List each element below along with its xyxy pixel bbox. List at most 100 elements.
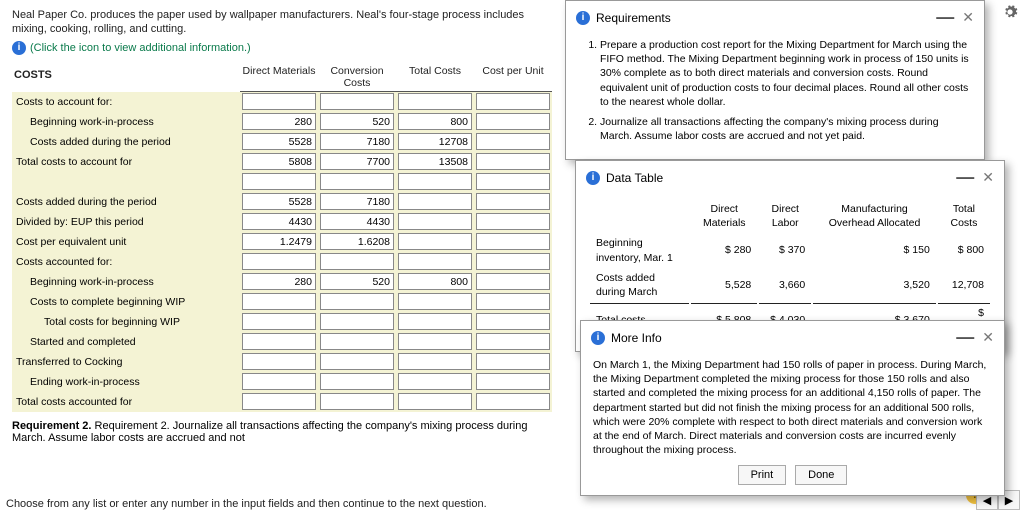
- cost-input[interactable]: [242, 133, 316, 150]
- cost-input[interactable]: [476, 153, 550, 170]
- row-label: Costs to complete beginning WIP: [12, 296, 240, 308]
- cost-input[interactable]: [398, 193, 472, 210]
- table-row: [12, 172, 552, 192]
- minimize-icon[interactable]: —: [936, 7, 954, 28]
- cost-input[interactable]: [242, 393, 316, 410]
- cost-input[interactable]: [398, 113, 472, 130]
- cost-input[interactable]: [398, 133, 472, 150]
- table-row: Total costs to account for: [12, 152, 552, 172]
- cost-input[interactable]: [320, 213, 394, 230]
- more-info-popup: i More Info — ✕ On March 1, the Mixing D…: [580, 320, 1005, 496]
- cost-input[interactable]: [320, 353, 394, 370]
- cost-input[interactable]: [476, 313, 550, 330]
- cost-input[interactable]: [242, 373, 316, 390]
- cost-input[interactable]: [242, 313, 316, 330]
- row-label: Costs added during the period: [12, 196, 240, 208]
- cost-input[interactable]: [476, 213, 550, 230]
- cost-input[interactable]: [320, 153, 394, 170]
- cost-input[interactable]: [320, 133, 394, 150]
- col-head: Conversion Costs: [318, 63, 396, 92]
- cost-input[interactable]: [242, 273, 316, 290]
- cost-input[interactable]: [476, 233, 550, 250]
- cost-input[interactable]: [320, 273, 394, 290]
- cost-input[interactable]: [242, 93, 316, 110]
- cost-input[interactable]: [476, 253, 550, 270]
- cost-input[interactable]: [398, 233, 472, 250]
- popup-title: More Info: [611, 331, 662, 345]
- cost-input[interactable]: [398, 333, 472, 350]
- row-label: Total costs accounted for: [12, 396, 240, 408]
- cost-input[interactable]: [242, 333, 316, 350]
- table-row: Costs to account for:: [12, 92, 552, 112]
- cost-input[interactable]: [476, 173, 550, 190]
- col-head: Cost per Unit: [474, 63, 552, 92]
- cost-input[interactable]: [320, 293, 394, 310]
- done-button[interactable]: Done: [795, 465, 847, 485]
- cost-input[interactable]: [242, 193, 316, 210]
- cost-input[interactable]: [242, 233, 316, 250]
- cost-input[interactable]: [476, 273, 550, 290]
- row-label: Total costs for beginning WIP: [12, 316, 240, 328]
- cost-input[interactable]: [476, 113, 550, 130]
- cost-input[interactable]: [320, 113, 394, 130]
- requirement-2: Requirement 2. Requirement 2. Journalize…: [12, 420, 553, 444]
- cost-input[interactable]: [320, 393, 394, 410]
- row-label: Total costs to account for: [12, 156, 240, 168]
- cost-input[interactable]: [476, 333, 550, 350]
- cost-input[interactable]: [242, 153, 316, 170]
- cost-input[interactable]: [320, 333, 394, 350]
- cost-input[interactable]: [398, 213, 472, 230]
- cost-input[interactable]: [242, 353, 316, 370]
- cost-input[interactable]: [398, 373, 472, 390]
- table-row: Divided by: EUP this period: [12, 212, 552, 232]
- cost-input[interactable]: [242, 253, 316, 270]
- cost-input[interactable]: [242, 173, 316, 190]
- table-row: Costs added during the period: [12, 132, 552, 152]
- cost-input[interactable]: [320, 233, 394, 250]
- cost-input[interactable]: [398, 353, 472, 370]
- cost-input[interactable]: [320, 253, 394, 270]
- minimize-icon[interactable]: —: [956, 167, 974, 188]
- row-label: Costs accounted for:: [12, 256, 240, 268]
- cost-input[interactable]: [398, 293, 472, 310]
- cost-input[interactable]: [398, 313, 472, 330]
- cost-input[interactable]: [320, 313, 394, 330]
- req-item: Journalize all transactions affecting th…: [600, 115, 972, 143]
- requirements-popup: i Requirements — ✕ Prepare a production …: [565, 0, 985, 160]
- cost-input[interactable]: [398, 93, 472, 110]
- cost-input[interactable]: [320, 373, 394, 390]
- row-label: Started and completed: [12, 336, 240, 348]
- cost-input[interactable]: [398, 273, 472, 290]
- cost-input[interactable]: [242, 293, 316, 310]
- cost-input[interactable]: [476, 373, 550, 390]
- close-icon[interactable]: ✕: [982, 329, 994, 346]
- minimize-icon[interactable]: —: [956, 327, 974, 348]
- main-content: Neal Paper Co. produces the paper used b…: [0, 0, 565, 516]
- table-row: Costs to complete beginning WIP: [12, 292, 552, 312]
- cost-input[interactable]: [476, 133, 550, 150]
- table-row: Beginning work-in-process: [12, 112, 552, 132]
- print-button[interactable]: Print: [738, 465, 787, 485]
- costs-title: COSTS: [12, 63, 240, 92]
- cost-input[interactable]: [476, 193, 550, 210]
- cost-input[interactable]: [398, 393, 472, 410]
- costs-table: COSTS Direct Materials Conversion Costs …: [12, 63, 552, 412]
- cost-input[interactable]: [476, 293, 550, 310]
- cost-input[interactable]: [320, 173, 394, 190]
- cost-input[interactable]: [476, 353, 550, 370]
- close-icon[interactable]: ✕: [982, 169, 994, 186]
- cost-input[interactable]: [398, 173, 472, 190]
- info-link[interactable]: i (Click the icon to view additional inf…: [12, 41, 251, 55]
- cost-input[interactable]: [476, 393, 550, 410]
- cost-input[interactable]: [242, 113, 316, 130]
- cost-input[interactable]: [242, 213, 316, 230]
- close-icon[interactable]: ✕: [962, 9, 974, 26]
- table-row: Total costs accounted for: [12, 392, 552, 412]
- cost-input[interactable]: [320, 93, 394, 110]
- cost-input[interactable]: [398, 153, 472, 170]
- info-icon: i: [12, 41, 26, 55]
- cost-input[interactable]: [398, 253, 472, 270]
- gear-icon[interactable]: [1002, 4, 1018, 20]
- cost-input[interactable]: [476, 93, 550, 110]
- cost-input[interactable]: [320, 193, 394, 210]
